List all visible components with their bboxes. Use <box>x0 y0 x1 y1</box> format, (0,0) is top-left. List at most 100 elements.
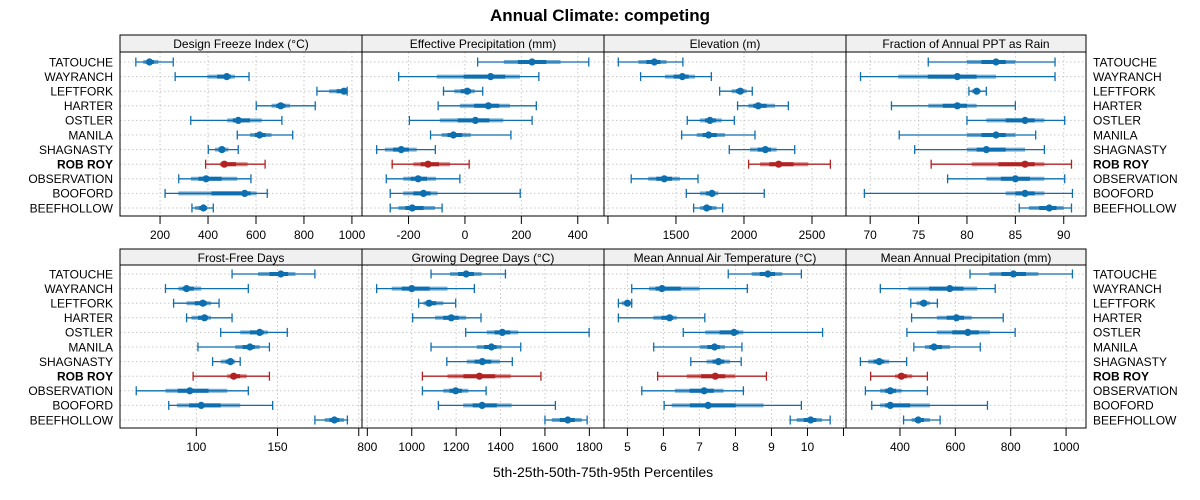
x-tick-label: 6 <box>660 440 667 454</box>
median-point <box>528 58 536 66</box>
x-tick-label: 1500 <box>663 228 690 242</box>
panel-title: Effective Precipitation (mm) <box>410 37 557 51</box>
median-point <box>230 372 238 380</box>
interval-manila <box>197 342 271 352</box>
interval-booford <box>168 400 274 410</box>
median-point <box>623 299 632 307</box>
median-point <box>419 189 428 197</box>
median-point <box>775 160 783 168</box>
category-label: OBSERVATION <box>28 384 113 398</box>
category-label: BOOFORD <box>52 187 113 201</box>
interval-leftfork <box>172 298 220 308</box>
category-label: WAYRANCH <box>1093 282 1162 296</box>
interval-shagnasty <box>728 145 796 155</box>
median-point <box>704 401 712 409</box>
category-label: TATOUCHE <box>1093 55 1157 69</box>
median-point <box>277 270 285 278</box>
x-tick-label: 1400 <box>487 440 514 454</box>
median-point <box>452 387 460 395</box>
interval-tatouche <box>927 57 1056 67</box>
median-point <box>487 73 495 81</box>
x-tick-label: 600 <box>246 228 266 242</box>
interval-observation <box>421 386 487 396</box>
median-point <box>658 285 666 293</box>
interval-manila <box>681 130 756 140</box>
interval-leftfork <box>718 86 753 96</box>
interval-beefhollow <box>389 203 443 213</box>
median-point <box>992 58 1000 66</box>
median-point <box>700 387 708 395</box>
interval-observation <box>135 386 249 396</box>
median-point <box>754 102 762 110</box>
interval-manila <box>913 342 981 352</box>
median-point <box>408 285 416 293</box>
category-label: OBSERVATION <box>1093 172 1178 186</box>
interval-manila <box>236 130 294 140</box>
interval-harter <box>890 101 1017 111</box>
interval-booford <box>389 188 521 198</box>
median-point <box>330 416 338 424</box>
interval-observation <box>385 174 461 184</box>
category-label: TATOUCHE <box>49 55 113 69</box>
median-point <box>946 285 954 293</box>
median-point <box>277 102 285 110</box>
median-point <box>920 299 928 307</box>
interval-shagnasty <box>859 357 908 367</box>
category-label: OSTLER <box>65 114 113 128</box>
median-point <box>761 146 769 154</box>
x-tick-label: 800 <box>1001 440 1021 454</box>
panel-title: Growing Degree Days (°C) <box>412 251 555 265</box>
interval-tatouche <box>617 57 684 67</box>
x-tick-label: 9 <box>768 440 775 454</box>
category-label: SHAGNASTY <box>1093 143 1167 157</box>
interval-booford <box>164 188 268 198</box>
category-label: OSTLER <box>1093 114 1141 128</box>
interval-observation <box>630 174 699 184</box>
interval-ostler <box>190 115 283 125</box>
median-point <box>764 270 772 278</box>
median-point <box>886 387 894 395</box>
interval-wayranch <box>164 284 249 294</box>
x-tick-label: 1800 <box>576 440 603 454</box>
x-tick-label: 2500 <box>799 228 826 242</box>
x-tick-label: 200 <box>511 228 531 242</box>
median-point <box>424 160 432 168</box>
median-point <box>1011 175 1019 183</box>
category-label: MANILA <box>1093 128 1138 142</box>
panel-4: Fraction of Annual PPT as Rain 70 75 80 85 90 <box>845 34 1087 242</box>
interval-observation <box>641 386 745 396</box>
category-label: BEEFHOLLOW <box>30 413 114 427</box>
x-tick-label: 1000 <box>339 228 366 242</box>
interval-wayranch <box>398 72 540 82</box>
median-point <box>706 116 714 124</box>
x-tick-label: 75 <box>912 228 926 242</box>
median-point <box>736 87 744 95</box>
row-labels-left-1: TATOUCHEWAYRANCHLEFTFORKHARTEROSTLERMANI… <box>28 55 113 215</box>
category-label: ROB ROY <box>57 370 113 384</box>
interval-observation <box>946 174 1066 184</box>
interval-leftfork <box>910 298 938 308</box>
category-label: BOOFORD <box>52 399 113 413</box>
x-tick-label: 400 <box>198 228 218 242</box>
category-label: BEEFHOLLOW <box>30 201 114 215</box>
x-tick-label: 200 <box>150 228 170 242</box>
interval-booford <box>871 400 989 410</box>
median-point <box>202 175 210 183</box>
interval-tatouche <box>231 269 316 279</box>
category-label: LEFTFORK <box>1093 297 1156 311</box>
median-point <box>953 73 961 81</box>
interval-rob-roy <box>869 371 929 381</box>
median-point <box>660 175 668 183</box>
panel-8: Mean Annual Precipitation (mm) 400 600 800 1… <box>845 248 1087 454</box>
category-label: TATOUCHE <box>1093 267 1157 281</box>
median-point <box>241 189 249 197</box>
interval-beefhollow <box>314 415 349 425</box>
category-label: HARTER <box>64 99 113 113</box>
interval-beefhollow <box>1018 203 1073 213</box>
median-point <box>498 328 506 336</box>
category-label: SHAGNASTY <box>39 143 113 157</box>
median-point <box>255 131 264 139</box>
category-label: BEEFHOLLOW <box>1093 201 1177 215</box>
median-point <box>1021 160 1029 168</box>
